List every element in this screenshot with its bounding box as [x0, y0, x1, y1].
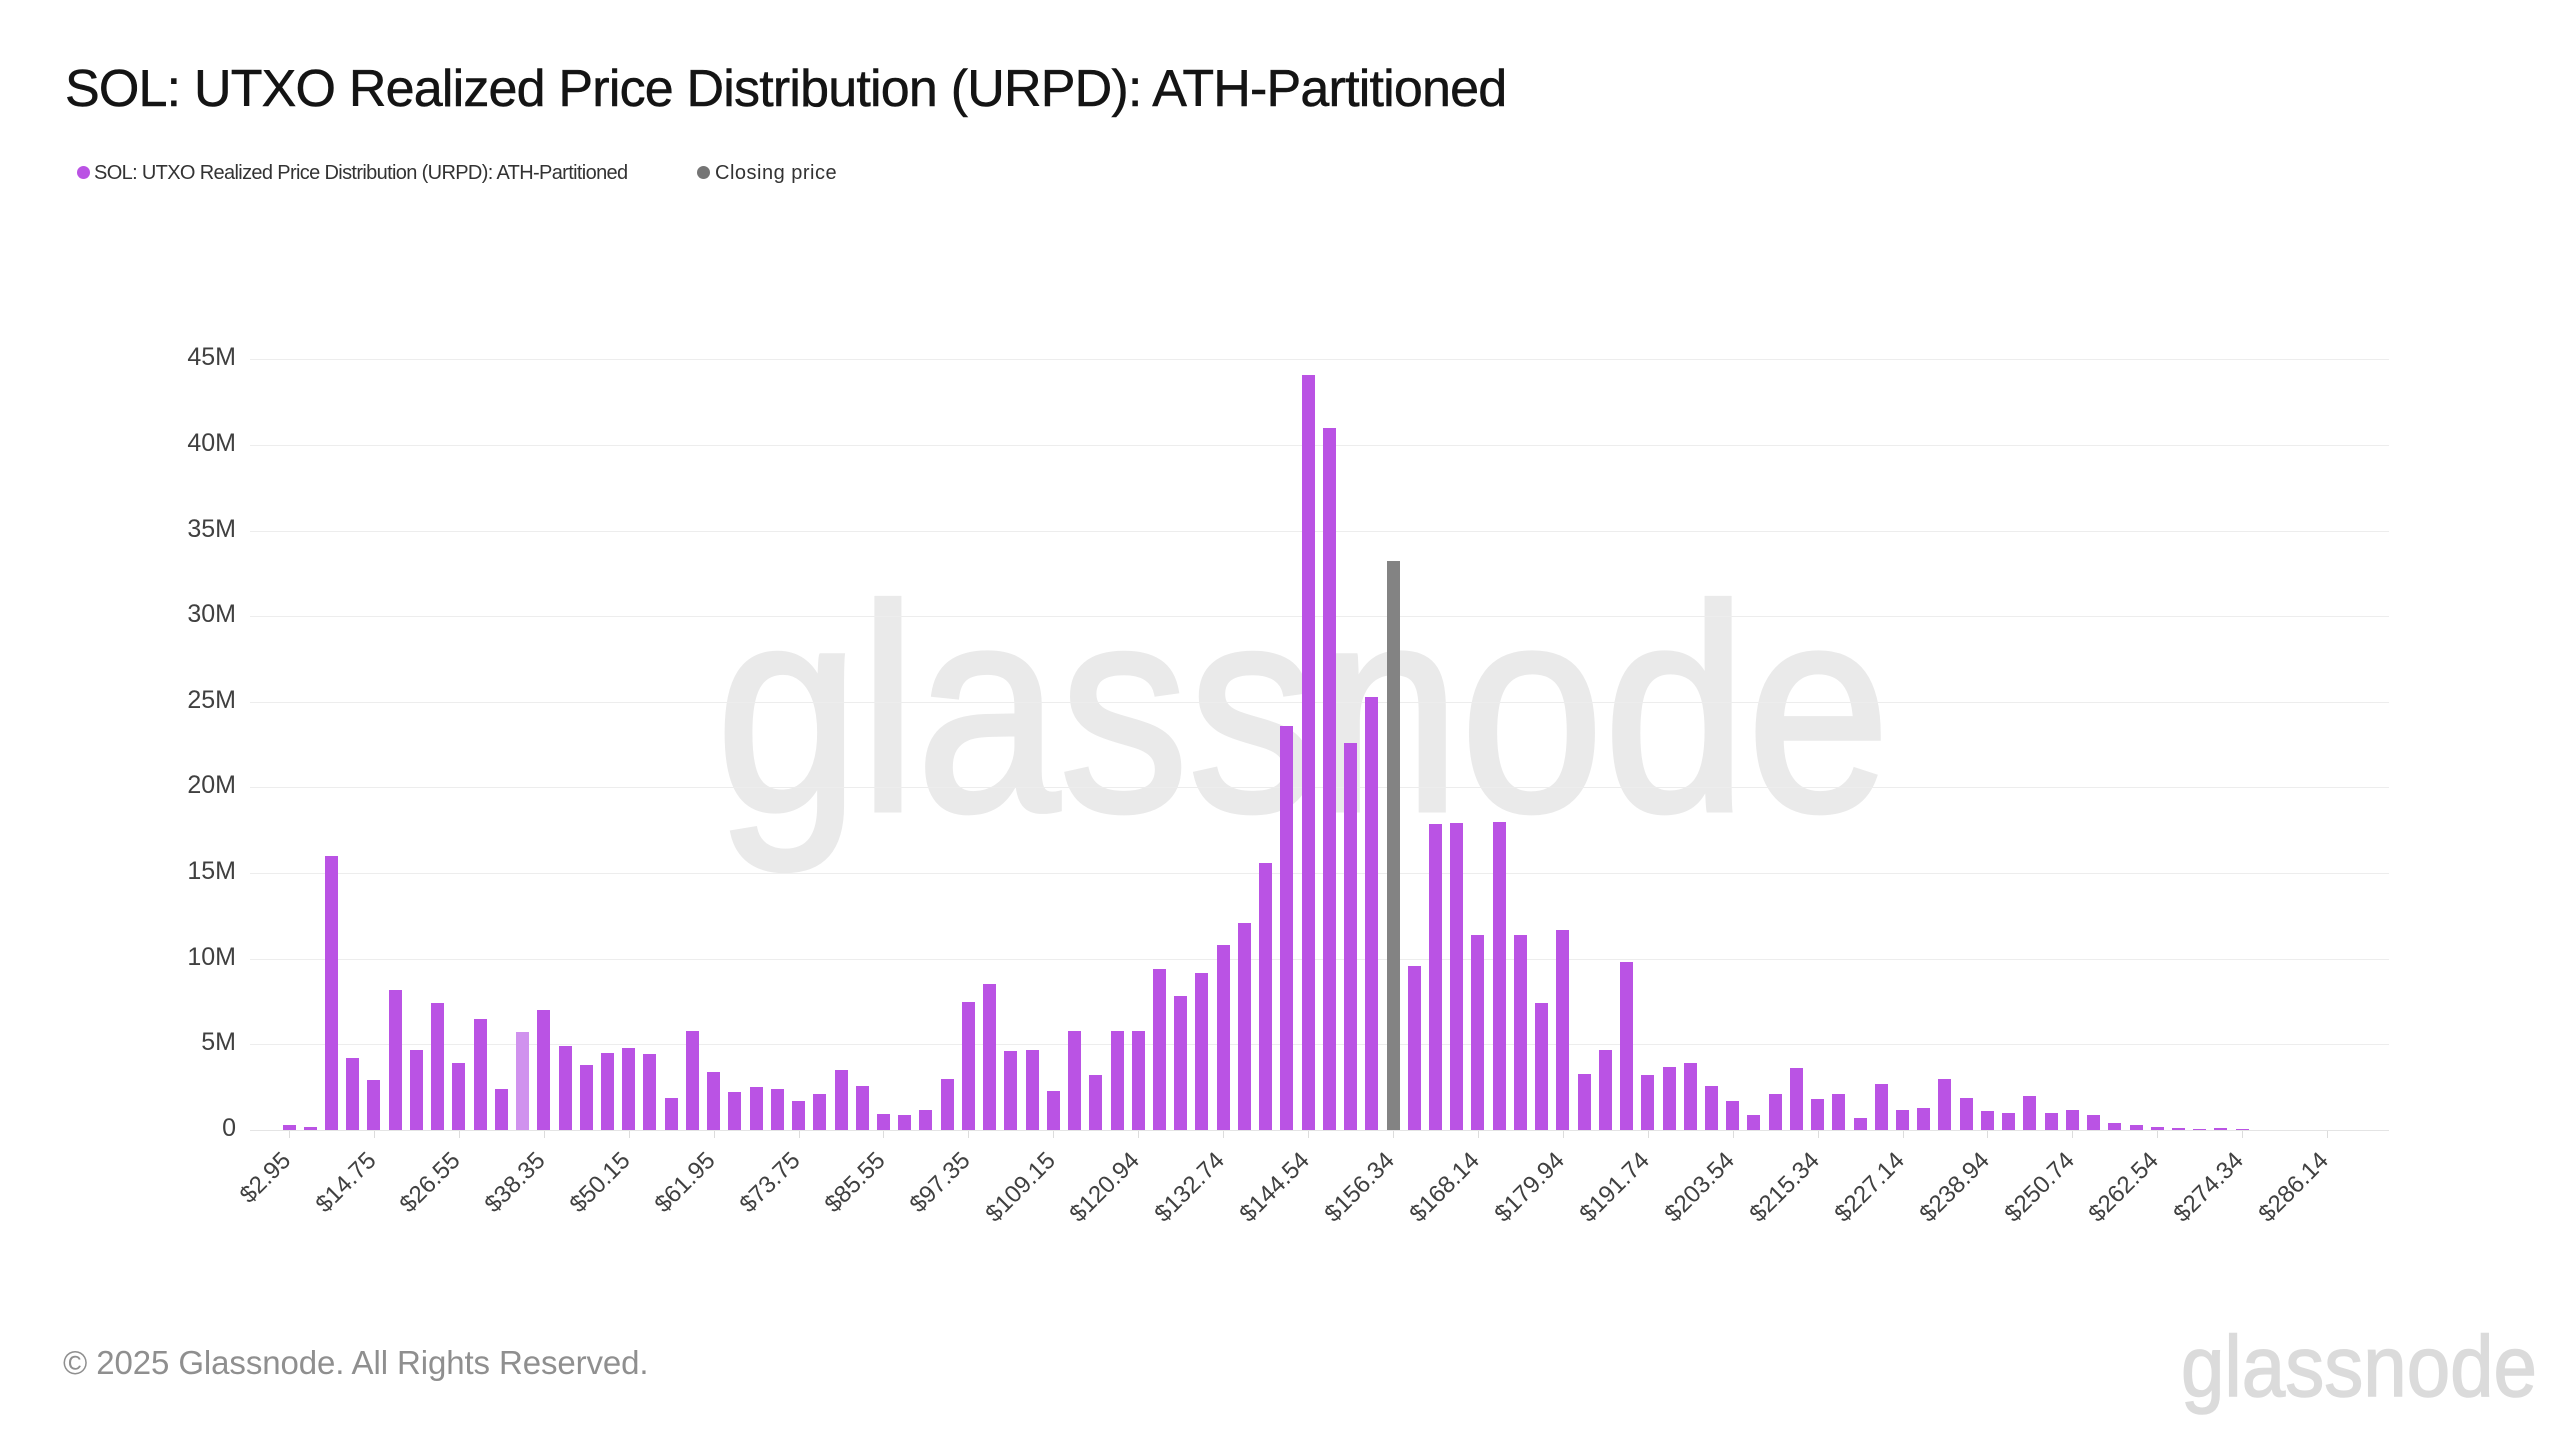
svg-text:glassnode: glassnode [2181, 1319, 2537, 1415]
